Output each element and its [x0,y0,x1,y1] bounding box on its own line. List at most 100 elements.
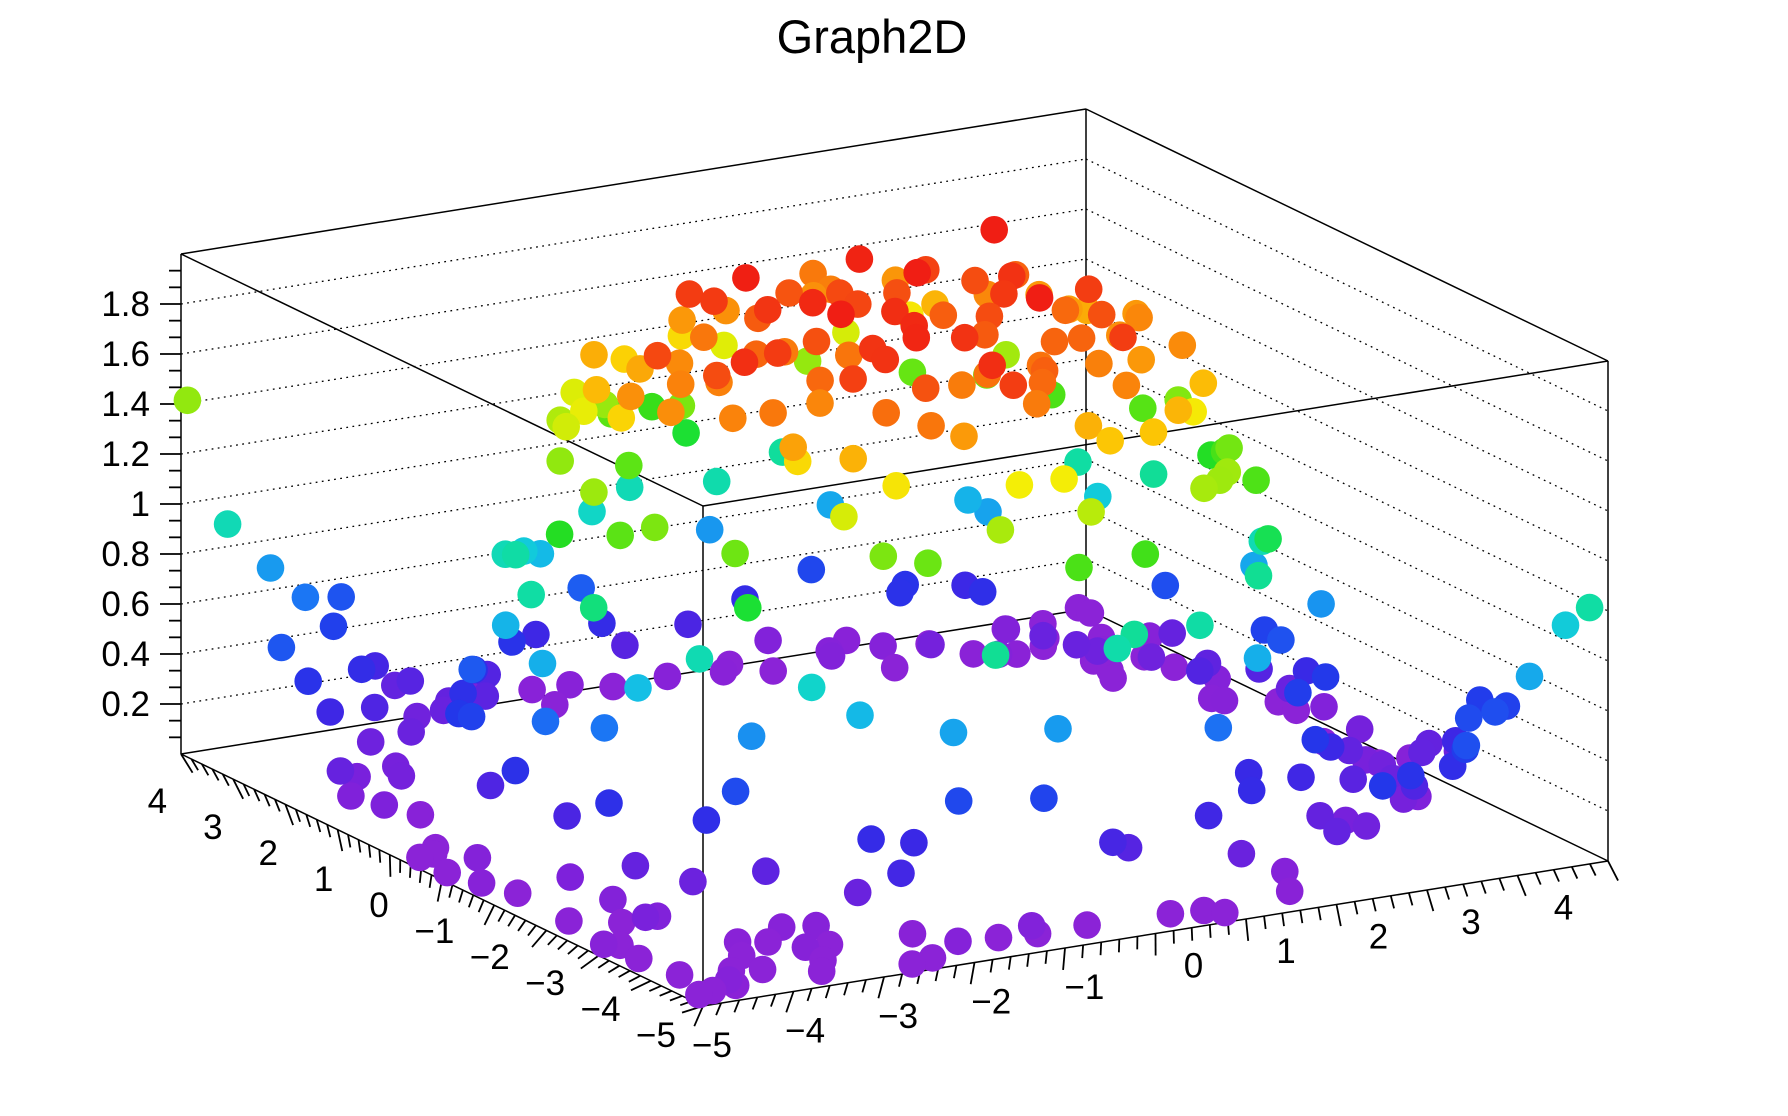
data-point [653,662,682,691]
x-axis-tick [877,976,885,999]
x-axis-tick [1081,945,1084,959]
x-axis-tick [1263,915,1267,930]
data-point [959,640,988,668]
data-point [1062,631,1091,659]
x-axis-tick [969,962,976,985]
z-axis-tick-label: 1.4 [101,385,150,424]
y-axis-tick [547,934,558,946]
z-axis-tick-label: 0.8 [101,535,150,574]
data-point [1515,662,1544,691]
x-axis-tick [806,988,813,1002]
x-axis-tick [1371,898,1377,912]
x-axis-tick-label: −2 [971,983,1011,1022]
data-point [1127,345,1155,374]
x-axis-tick-label: −5 [692,1026,732,1065]
y-axis-tick-label: 1 [314,860,333,899]
data-point [797,555,826,584]
z-axis-labels: 0.2 0.4 0.6 0.8 1 1.2 1.4 1.6 1.8 [101,285,150,724]
data-point [1103,634,1132,663]
data-point [606,521,634,550]
x-axis-tick [1426,889,1435,912]
data-point [595,789,623,817]
data-point [491,611,520,639]
data-point [1087,300,1116,329]
data-point [319,612,348,641]
grid-line [180,458,1087,605]
y-axis-tick [428,874,433,888]
z-axis-tick-label: 1 [131,485,150,524]
data-point [433,858,462,887]
data-point [1243,644,1272,672]
y-axis-tick-label: 2 [258,834,277,873]
data-point [556,671,584,699]
data-point [806,366,834,395]
data-point [1186,611,1214,640]
x-axis-tick-label: −1 [1064,968,1104,1007]
data-point [685,645,714,673]
x-axis-tick [1044,950,1048,964]
x-axis-tick-label: −4 [785,1012,825,1051]
x-axis-tick [733,999,741,1013]
data-point [1311,663,1340,691]
data-point [1096,427,1124,455]
y-axis-tick [477,899,485,913]
data-point [719,404,747,433]
y-axis-tick [368,844,372,858]
y-axis-tick [221,773,230,787]
y-axis-tick [294,809,301,823]
data-point [552,412,580,441]
data-point [898,920,927,948]
data-point [753,296,782,324]
x-axis-tick [1208,924,1212,938]
x-axis-tick [785,991,795,1013]
data-point [291,583,320,612]
data-point [643,341,672,370]
data-point [1244,561,1273,590]
data-point [1139,418,1168,446]
y-axis-tick [531,929,548,948]
data-point [625,944,653,973]
data-point [213,510,242,538]
x-axis-tick [1281,913,1285,927]
data-point [580,341,608,369]
y-axis-tick [232,778,244,800]
data-point [903,258,931,287]
x-axis-tick [1552,869,1560,882]
data-point [1339,765,1367,793]
y-axis-tick [357,839,362,853]
x-axis-tick [1299,910,1304,924]
x-axis-labels: −5 −4 −3 −2 −1 0 1 2 3 4 [692,889,1573,1066]
data-point [759,399,787,427]
data-point [779,433,807,462]
y-axis-tick [628,974,641,983]
data-point [917,412,945,440]
x-axis-tick [953,965,958,979]
x-axis-tick-label: 3 [1461,903,1480,942]
data-point [555,907,583,935]
data-point [1074,412,1103,440]
grid-line [1085,208,1609,462]
data-point [457,702,486,731]
data-point [546,447,574,475]
data-point [665,961,694,989]
x-axis-tick [1062,947,1066,970]
data-point [1345,715,1374,743]
y-axis-tick [597,959,610,969]
x-axis-tick [1245,918,1250,941]
data-point [881,297,909,326]
data-point [615,451,643,480]
data-point [799,288,827,317]
x-axis-tick [898,973,903,987]
data-point [471,682,500,710]
y-axis-tick [630,979,652,992]
x-axis-tick-label: 1 [1276,932,1295,971]
data-point [830,502,858,531]
data-point [501,540,530,569]
y-axis-tick [284,804,294,826]
data-point [961,266,989,295]
data-point [984,923,1013,952]
data-point [657,398,685,427]
data-point [1129,394,1157,423]
